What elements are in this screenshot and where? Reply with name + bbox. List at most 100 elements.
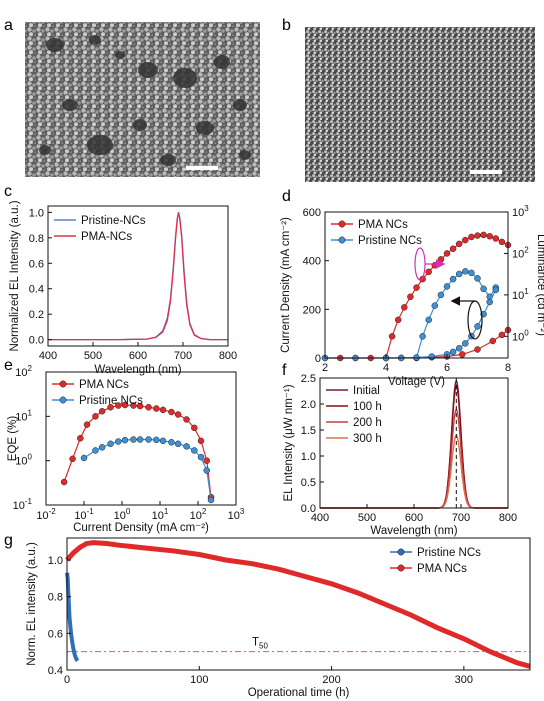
current-group-ellipse [467, 300, 483, 340]
series-e-0-point [145, 404, 152, 411]
luminance-group-ellipse [414, 247, 426, 281]
series-d-3-point [455, 345, 463, 352]
series-d-0-point [480, 231, 487, 239]
pma-d-legend-marker [338, 220, 346, 228]
series-e-0-point [69, 455, 76, 463]
y-tick-label-f: 2.5 [301, 373, 316, 385]
series-d-0-point [443, 250, 451, 257]
series-e-1-point [80, 454, 88, 462]
x-axis-label-g: Operational time (h) [248, 687, 350, 699]
series-e-1-point [98, 444, 106, 451]
series-e-1-point [207, 496, 215, 504]
series-d-1-point [443, 283, 451, 290]
chart-g: T50 0 100 200 300 0.4 0.6 0.8 1.0 Operational tim… [26, 537, 531, 699]
series-e-0-point [92, 413, 99, 420]
pristine-d-legend-label: Pristine NCs [358, 235, 422, 247]
panel-label-c: c [4, 183, 12, 200]
x-tick-label-c: 400 [39, 350, 57, 362]
series-d-2-point [489, 337, 496, 345]
series-d-0-point [462, 236, 469, 244]
x-tick-label-d: 8 [505, 362, 511, 374]
series-e-1-point [153, 436, 160, 444]
pristine-c-legend-label: Pristine-NCs [81, 215, 146, 227]
series-d-3-point [492, 286, 500, 294]
series-d-0-point [498, 238, 506, 246]
scale-bar-b [470, 170, 502, 174]
x-tick-label-e: 10-2 [36, 507, 56, 522]
panel-label-f: f [282, 362, 287, 379]
series-d-1-point [449, 275, 457, 283]
y-tick-label-f: 0.0 [301, 503, 316, 515]
plot-frame [47, 205, 229, 347]
x-tick-label-f: 400 [311, 512, 329, 524]
series-e-1-point [115, 438, 122, 445]
series-e-0-point [98, 408, 106, 415]
pristine-e-legend-marker [59, 396, 67, 404]
series-e-1-point [107, 440, 114, 448]
chart-c: 400 500 600 700 800 0.0 0.2 0.4 0.6 0.8 1.0 Wavelen… [9, 200, 237, 376]
pma-e-legend-marker [59, 380, 67, 388]
plot-frame [324, 211, 509, 359]
series-e-1-point [191, 447, 198, 454]
y-tick-label-d: 400 [303, 256, 321, 268]
x-axis-label-d: Voltage (V) [388, 376, 445, 388]
series-d-0-point [425, 268, 432, 276]
pristine-d-legend-marker [338, 236, 346, 244]
series-d-3 [325, 289, 497, 359]
series-e-0-point [191, 424, 198, 432]
series-e-1-point [203, 467, 211, 474]
chart-f: 400 500 600 700 800 0.0 0.5 1.0 1.5 2.0 2.5 Wavelen… [283, 373, 517, 537]
series-d-0-point [437, 256, 445, 263]
series-g-pma [65, 540, 531, 669]
series-d-1-point [462, 268, 469, 275]
y-tick-label-e: 101 [15, 408, 32, 423]
x-tick-label-g: 300 [455, 674, 473, 686]
x-tick-label-f: 500 [358, 512, 376, 524]
t50-label: T50 [252, 637, 268, 651]
y-tick-label-d: 0 [315, 353, 321, 365]
x-tick-label-e: 10-1 [74, 507, 94, 522]
series-d-0-point [486, 232, 493, 240]
series-f-1 [320, 383, 508, 509]
series-e-0-point [130, 402, 137, 409]
series-e-0-point [153, 405, 160, 412]
x-tick-label-d: 4 [383, 362, 389, 374]
pma-g-legend-label: PMA NCs [417, 563, 467, 575]
panel-label-g: g [4, 532, 13, 549]
series-e-1-point [130, 436, 137, 443]
y-tick-label-e: 102 [15, 364, 32, 379]
plot-frame [66, 537, 531, 671]
y2-axis-label-d: Luminance (cd m⁻²) [535, 234, 544, 336]
y-axis-label-c: Normalized EL Intensity (a.u.) [9, 200, 21, 351]
x-tick-label-f: 800 [499, 512, 517, 524]
series-d-0-point [449, 245, 457, 252]
y-tick-label-c: 0.8 [29, 233, 44, 245]
series-e-1-point [92, 447, 99, 454]
scale-bar-a [186, 166, 218, 170]
series-d-0-point [388, 333, 396, 340]
pma-e-legend-label: PMA NCs [79, 379, 129, 391]
y-tick-label-d: 600 [303, 207, 321, 219]
x-tick-label-c: 700 [174, 350, 192, 362]
panel-label-a: a [4, 17, 13, 34]
f-1-legend-label: 100 h [353, 401, 382, 413]
series-d-0-point [394, 316, 402, 324]
series-d-3-point [486, 298, 493, 306]
series-g-pristine [65, 572, 80, 662]
series-e-0-point [60, 478, 68, 486]
y-tick-label-c: 0.6 [29, 258, 44, 270]
series-d-0-point [407, 293, 414, 301]
series-c-1 [48, 212, 228, 341]
series-d-2-point [474, 346, 481, 353]
sem-image-a [25, 22, 260, 177]
series-d-1-point [468, 269, 475, 277]
x-axis-label-c: Wavelength (nm) [94, 364, 181, 376]
y2-tick-label-d: 103 [512, 204, 529, 219]
panel-label-e: e [4, 357, 13, 374]
series-d-0-point [474, 232, 481, 239]
sem-image-b [305, 27, 535, 182]
x-tick-label-f: 700 [452, 512, 470, 524]
chart-e: 10-2 10-1 100 101 102 10310-1100101102Current… [7, 364, 245, 534]
x-tick-label-e: 103 [228, 507, 245, 522]
